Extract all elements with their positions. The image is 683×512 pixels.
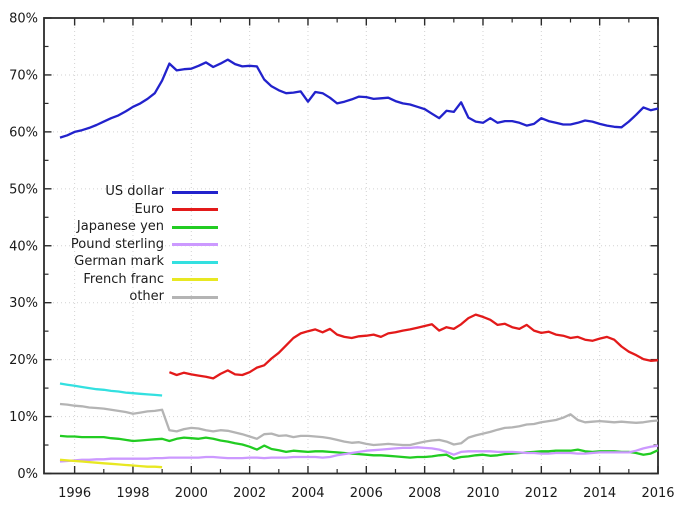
y-tick-label: 30% [9,296,38,311]
legend-label-euro: Euro [134,201,164,217]
legend-item-other: other [20,288,218,306]
legend-label-japanese-yen: Japanese yen [76,219,164,234]
x-tick-label: 2004 [291,486,324,501]
x-tick-label: 2006 [350,486,383,501]
legend-label-us-dollar: US dollar [105,184,164,199]
legend-line-french-franc [172,278,218,281]
series-line-us-dollar [59,58,659,139]
x-tick-label: 2012 [525,486,558,501]
legend-line-german-mark [172,260,218,264]
y-tick-label: 40% [9,239,38,254]
legend-line-other [172,295,218,299]
legend-item-pound-sterling: Pound sterling [20,236,218,254]
legend-item-german-mark: German mark [20,253,218,271]
legend-label-other: other [129,289,164,304]
series-line-german-mark [59,382,163,397]
x-tick-label: 2010 [466,486,499,501]
legend-label-german-mark: German mark [74,254,164,269]
x-tick-label: 1996 [58,486,91,501]
x-tick-label: 1998 [116,486,149,501]
series-line-french-franc [59,458,163,469]
y-tick-label: 70% [9,68,38,83]
y-tick-label: 0% [17,467,38,482]
legend-line-euro [172,208,218,211]
x-tick-label: 2016 [641,486,674,501]
series-line-euro [168,313,659,380]
x-tick-label: 2000 [175,486,208,501]
legend-label-french-franc: French franc [83,271,164,287]
series-line-other [59,402,659,447]
legend-item-french-franc: French franc [20,271,218,289]
series-line-japanese-yen [59,434,659,460]
y-tick-label: 20% [9,353,38,368]
legend-line-us-dollar [172,190,218,194]
series-line-pound-sterling [59,444,659,463]
y-tick-label: 10% [9,410,38,425]
x-tick-label: 2014 [583,486,616,501]
y-tick-label: 80% [9,12,38,27]
legend-label-pound-sterling: Pound sterling [70,236,164,252]
legend-item-japanese-yen: Japanese yen [20,218,218,236]
legend-line-japanese-yen [172,225,218,229]
x-tick-label: 2002 [233,486,266,501]
y-tick-label: 50% [9,182,38,197]
x-tick-label: 2008 [408,486,441,501]
legend-line-pound-sterling [172,243,218,246]
legend-item-us-dollar: US dollar [20,183,218,201]
legend-item-euro: Euro [20,201,218,219]
y-tick-label: 60% [9,125,38,140]
